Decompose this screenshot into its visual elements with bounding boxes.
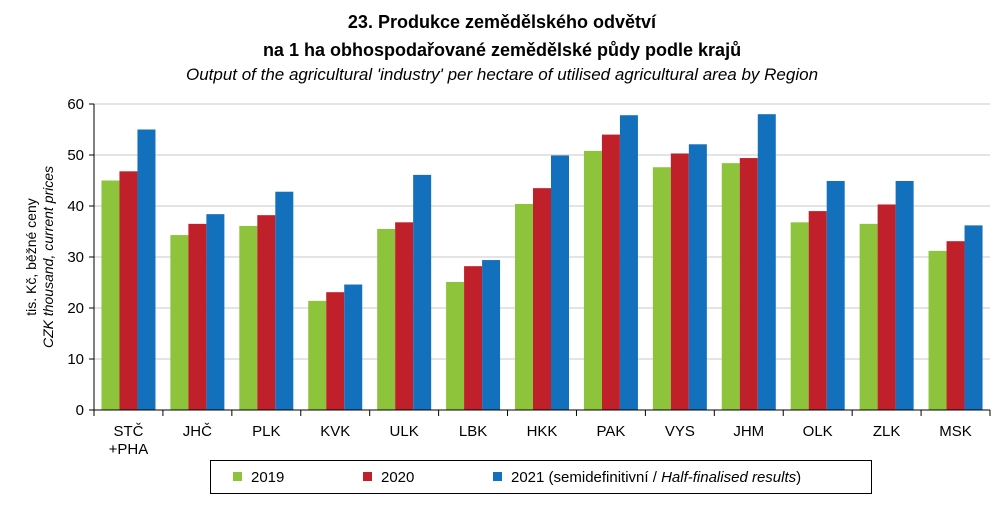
legend-item-2021: 2021 (semidefinitivní / Half-finalised r… [493, 469, 801, 486]
legend-label-2021: 2021 (semidefinitivní / [511, 469, 662, 486]
x-tick-label: PLK [252, 423, 280, 440]
x-tick-label: MSK [939, 423, 972, 440]
bar-2019-9 [721, 163, 740, 410]
bar-2021-0 [137, 129, 156, 410]
bar-2020-4 [395, 222, 414, 410]
y-tick-label: 10 [67, 351, 84, 368]
x-tick-label: HKK [527, 423, 558, 440]
x-tick-label: OLK [803, 423, 833, 440]
bar-2021-2 [275, 191, 294, 410]
y-tick-label: 0 [76, 402, 84, 419]
bar-2019-5 [446, 281, 465, 410]
legend-swatch-2020 [363, 472, 372, 481]
legend-item-2019: 2019 [233, 469, 284, 486]
bar-2020-7 [601, 134, 620, 410]
x-tick-label: ULK [390, 423, 419, 440]
bar-2019-4 [377, 228, 396, 410]
x-tick-label: STČ +PHA [109, 423, 149, 458]
bar-2020-12 [946, 241, 965, 410]
legend-swatch-2021 [493, 472, 502, 481]
x-tick-label: JHČ [183, 423, 212, 440]
bar-2021-4 [413, 174, 432, 410]
bar-2021-9 [757, 114, 776, 410]
legend-item-2020: 2020 [363, 469, 414, 486]
legend-label-2021-italic: Half-finalised results [661, 469, 797, 486]
bar-2019-3 [308, 300, 327, 410]
bar-2019-6 [515, 203, 533, 410]
bar-2020-11 [877, 204, 896, 410]
legend: 2019 2020 2021 (semidefinitivní / Half-f… [210, 460, 872, 494]
bar-2020-10 [808, 211, 827, 410]
y-tick-label: 40 [67, 198, 84, 215]
x-tick-label: PAK [596, 423, 625, 440]
x-tick-label: LBK [459, 423, 487, 440]
chart-title-czech: 23. Produkce zemědělského odvětví [347, 12, 657, 32]
chart-subtitle-english: Output of the agricultural 'industry' pe… [185, 65, 819, 84]
bar-2021-5 [482, 260, 501, 410]
bar-2020-3 [326, 292, 345, 410]
bar-2020-6 [533, 188, 551, 410]
bar-2021-7 [619, 115, 638, 410]
y-tick-label: 30 [67, 249, 84, 266]
bar-2020-8 [670, 153, 689, 410]
bar-2020-5 [464, 266, 483, 410]
bar-2021-8 [688, 144, 707, 411]
bar-2019-10 [790, 222, 809, 410]
y-axis-label-english: CZK thousand, current prices [40, 166, 56, 348]
bars [101, 114, 983, 411]
bar-2019-0 [101, 180, 120, 410]
bar-2021-6 [551, 155, 569, 410]
y-tick-label: 20 [67, 300, 84, 317]
tick-labels: 0 10 20 30 40 50 60 STČ +PHA JHČ PLK KVK ULK LBK HKK PA… [67, 96, 971, 458]
x-tick-label: JHM [733, 423, 764, 440]
bar-2020-1 [188, 223, 207, 410]
x-tick-label: VYS [665, 423, 695, 440]
legend-swatch-2019 [233, 472, 242, 481]
bar-2019-8 [652, 167, 671, 410]
bar-2021-12 [964, 225, 983, 410]
bar-2019-11 [859, 223, 878, 410]
bar-2021-11 [895, 181, 914, 410]
bar-2020-9 [739, 158, 758, 410]
bar-2019-12 [928, 250, 947, 410]
bar-2021-1 [206, 214, 225, 410]
chart-title-czech-line2: na 1 ha obhospodařované zemědělské půdy … [262, 40, 742, 60]
bar-2019-2 [239, 225, 258, 410]
axes [89, 103, 991, 416]
y-axis-label-czech: tis. Kč, běžné ceny [23, 198, 39, 316]
bar-2019-1 [170, 235, 189, 410]
bar-2020-2 [257, 215, 276, 410]
y-tick-label: 60 [67, 96, 84, 113]
bar-2021-10 [826, 181, 845, 410]
bar-2021-3 [344, 284, 363, 410]
x-tick-label: KVK [320, 423, 350, 440]
legend-label-2021-suffix: ) [796, 469, 802, 486]
x-tick-label: ZLK [873, 423, 901, 440]
legend-label-2019: 2019 [251, 469, 285, 486]
y-tick-label: 50 [67, 147, 84, 164]
legend-label-2020: 2020 [381, 469, 415, 486]
bar-2020-0 [119, 171, 138, 410]
bar-2019-7 [583, 150, 602, 411]
